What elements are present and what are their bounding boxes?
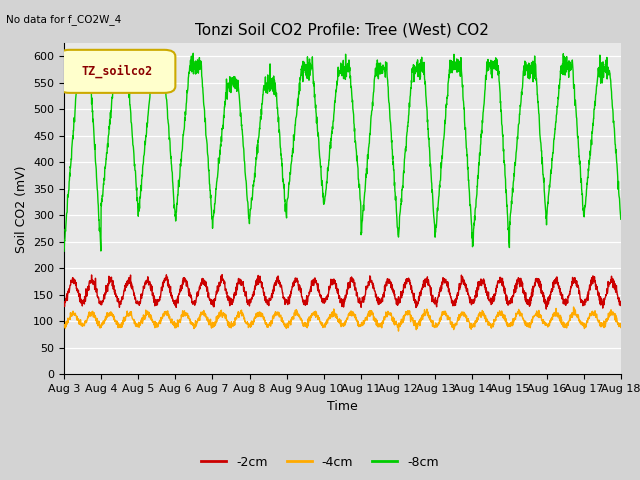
Text: TZ_soilco2: TZ_soilco2	[81, 65, 152, 78]
FancyBboxPatch shape	[58, 50, 175, 93]
X-axis label: Time: Time	[327, 400, 358, 413]
Legend: -2cm, -4cm, -8cm: -2cm, -4cm, -8cm	[196, 451, 444, 474]
Title: Tonzi Soil CO2 Profile: Tree (West) CO2: Tonzi Soil CO2 Profile: Tree (West) CO2	[195, 23, 490, 38]
Y-axis label: Soil CO2 (mV): Soil CO2 (mV)	[15, 165, 28, 252]
Text: No data for f_CO2W_4: No data for f_CO2W_4	[6, 14, 122, 25]
